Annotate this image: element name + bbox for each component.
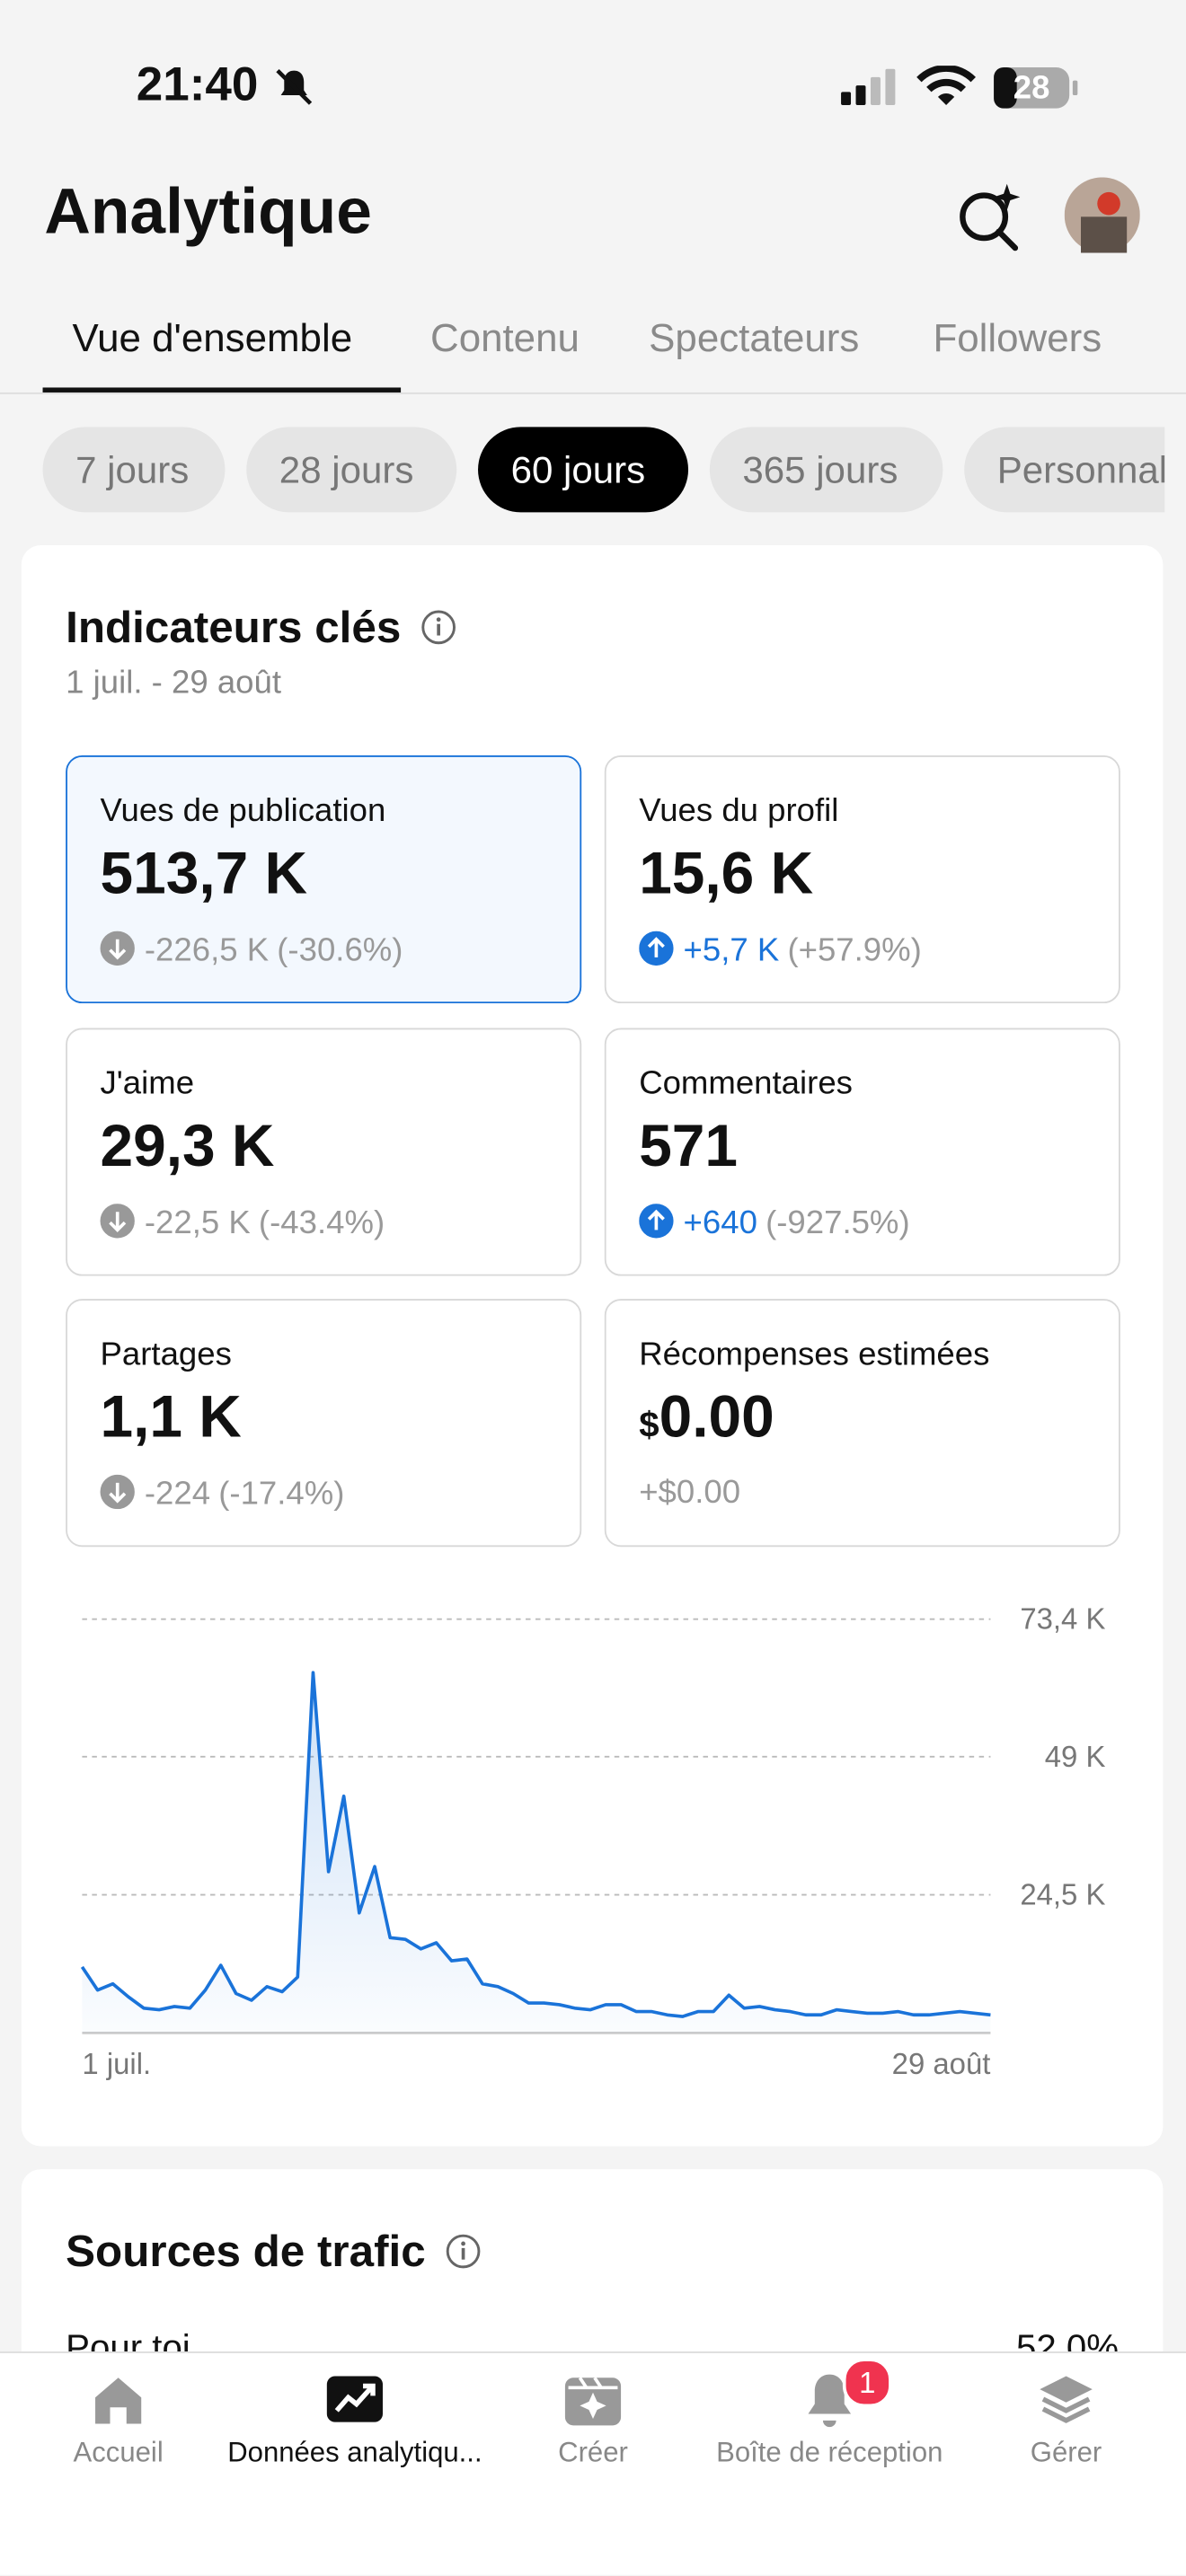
- y-tick-label: 73,4 K: [1020, 1602, 1105, 1636]
- metric-card[interactable]: Commentaires 571 +640 (-927.5%): [604, 1028, 1120, 1276]
- metric-label: J'aime: [100, 1065, 195, 1102]
- metric-delta-pct: (+57.9%): [787, 932, 922, 969]
- avatar[interactable]: [1064, 177, 1140, 253]
- status-icons: 28: [841, 66, 1078, 109]
- delta-icon-arrow: [109, 1482, 127, 1504]
- metric-delta-pct: (-43.4%): [258, 1204, 385, 1242]
- metric-delta-value: +$0.00: [639, 1474, 741, 1511]
- section-title: Sources de trafic: [66, 2227, 481, 2278]
- period-chip[interactable]: 60 jours: [478, 427, 689, 513]
- metric-label: Vues du profil: [639, 793, 839, 830]
- metric-value-number: 1,1 K: [100, 1382, 242, 1451]
- nav-icon-home[interactable]: [89, 2371, 148, 2430]
- metric-delta-pct: (-17.4%): [218, 1476, 345, 1513]
- tab[interactable]: Vue d'ensemble: [72, 316, 353, 362]
- line-chart: 24,5 K 49 K 73,4 K 1 juil. 29 août: [80, 1602, 1106, 2080]
- tab[interactable]: Spectateurs: [649, 316, 860, 362]
- tab-divider: [0, 392, 1186, 394]
- metric-delta: -224 (-17.4%): [100, 1474, 345, 1514]
- metric-delta: +5,7 K (+57.9%): [639, 931, 922, 971]
- line: [80, 1671, 991, 2018]
- tab[interactable]: Contenu: [430, 316, 580, 362]
- metric-label: Partages: [100, 1337, 232, 1373]
- metric-label: Commentaires: [639, 1065, 853, 1102]
- metric-label: Vues de publication: [100, 793, 386, 830]
- metric-delta-value: +5,7 K: [683, 932, 780, 969]
- tab[interactable]: Followers: [933, 316, 1102, 362]
- x-tick-label: 29 août: [892, 2047, 991, 2080]
- mute-icon: [276, 68, 313, 105]
- metric-delta-pct: (-927.5%): [766, 1204, 910, 1242]
- nav-label[interactable]: Boîte de réception: [716, 2437, 943, 2468]
- delta-icon: [100, 1474, 135, 1510]
- page-title: Analytique: [44, 177, 372, 249]
- section-title-text: Indicateurs clés: [66, 602, 402, 652]
- metric-value: 15,6 K: [639, 839, 813, 908]
- metric-delta: -22,5 K (-43.4%): [100, 1204, 385, 1243]
- info-icon[interactable]: [420, 609, 456, 645]
- delta-icon: [639, 931, 674, 966]
- metric-value-number: 0.00: [659, 1382, 774, 1451]
- metric-card[interactable]: Partages 1,1 K -224 (-17.4%): [66, 1299, 582, 1548]
- nav-icon-create[interactable]: [563, 2371, 623, 2430]
- nav-label[interactable]: Accueil: [73, 2437, 164, 2468]
- delta-icon: [100, 1204, 135, 1239]
- search-button[interactable]: [952, 181, 1024, 252]
- nav-label[interactable]: Gérer: [1030, 2437, 1102, 2468]
- section-title: Indicateurs clés: [66, 603, 456, 654]
- metric-card[interactable]: J'aime 29,3 K -22,5 K (-43.4%): [66, 1028, 582, 1276]
- metric-value-number: 29,3 K: [100, 1111, 275, 1179]
- metric-value: 513,7 K: [101, 839, 308, 908]
- period-chip[interactable]: 365 jours: [709, 427, 943, 513]
- area: [82, 1672, 991, 2033]
- metric-value-number: 571: [639, 1111, 739, 1179]
- nav-label[interactable]: Données analytiqu...: [227, 2437, 482, 2468]
- delta-icon: [100, 931, 135, 966]
- metric-delta: -226,5 K (-30.6%): [100, 931, 403, 971]
- metric-delta-value: -224: [144, 1476, 211, 1513]
- section-title-text: Sources de trafic: [66, 2227, 426, 2276]
- y-tick-label: 49 K: [1045, 1740, 1106, 1773]
- metric-value: 571: [639, 1112, 738, 1181]
- delta-icon: [639, 1204, 674, 1239]
- metric-value-number: 15,6 K: [639, 839, 814, 907]
- metric-value-prefix: $: [639, 1404, 659, 1445]
- nav-icon-inbox[interactable]: [800, 2371, 859, 2430]
- delta-icon-arrow: [647, 937, 665, 957]
- notification-badge: 1: [842, 2358, 892, 2408]
- delta-icon-arrow: [109, 939, 127, 960]
- metric-value: 1,1 K: [101, 1382, 242, 1451]
- metric-delta-value: -22,5 K: [144, 1204, 251, 1242]
- delta-icon-arrow: [109, 1212, 127, 1232]
- nav-label[interactable]: Créer: [558, 2437, 628, 2468]
- metric-delta: +640 (-927.5%): [639, 1204, 910, 1243]
- metric-card[interactable]: Vues du profil 15,6 K +5,7 K (+57.9%): [604, 754, 1120, 1004]
- metric-value-number: 513,7 K: [100, 839, 308, 907]
- period-chip[interactable]: Personnaliser: [964, 427, 1165, 513]
- metric-label: Récompenses estimées: [639, 1337, 990, 1373]
- period-chip[interactable]: 7 jours: [42, 427, 226, 513]
- metric-delta-value: +640: [683, 1204, 757, 1242]
- info-icon[interactable]: [445, 2233, 481, 2269]
- y-tick-label: 24,5 K: [1020, 1878, 1105, 1911]
- metric-value: $0.00: [639, 1382, 774, 1451]
- metric-card[interactable]: Récompenses estimées $0.00 +$0.00: [604, 1299, 1120, 1548]
- date-range: 1 juil. - 29 août: [66, 665, 282, 701]
- nav-icon-manage[interactable]: [1037, 2371, 1096, 2430]
- nav-icon-analytics[interactable]: [325, 2371, 385, 2430]
- metric-delta-value: -226,5 K: [144, 932, 270, 969]
- metric-delta: +$0.00: [639, 1475, 740, 1513]
- battery-level: 28: [1013, 69, 1050, 106]
- metric-card[interactable]: Vues de publication 513,7 K -226,5 K (-30.6…: [66, 754, 582, 1004]
- metric-delta-pct: (-30.6%): [277, 932, 403, 969]
- metric-value: 29,3 K: [101, 1112, 275, 1181]
- delta-icon-arrow: [647, 1209, 665, 1231]
- x-tick-label: 1 juil.: [82, 2047, 151, 2080]
- period-chip[interactable]: 28 jours: [246, 427, 457, 513]
- status-time: 21:40: [136, 58, 259, 112]
- tab-indicator: [42, 387, 402, 393]
